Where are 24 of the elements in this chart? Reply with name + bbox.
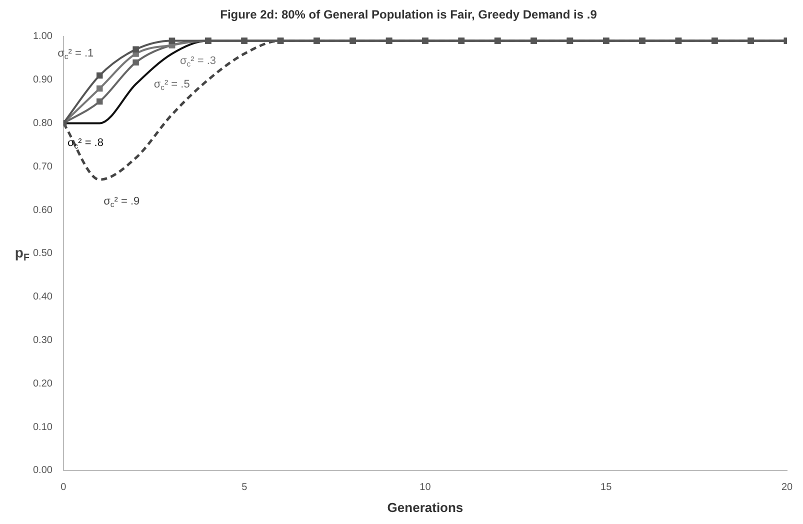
y-tick-label: 0.20 (32, 378, 53, 390)
y-tick-label: 0.60 (32, 204, 53, 216)
y-tick-label: 0.90 (32, 74, 53, 86)
x-tick-label: 10 (420, 482, 432, 494)
point (96, 98, 103, 105)
point (132, 46, 139, 53)
y-tick-label: 0.30 (32, 334, 53, 346)
y-tick-label: 0.70 (32, 161, 53, 172)
y-tick-label: 1.00 (32, 31, 53, 42)
point (96, 85, 103, 92)
chart-title: Figure 2d: 80% of General Population is Fair, Greedy Demand is .9 (220, 8, 598, 22)
x-tick-label: 5 (242, 482, 248, 494)
point (96, 72, 103, 79)
y-tick-label: 0.10 (32, 422, 53, 433)
y-tick-label: 0.80 (32, 118, 53, 129)
point (132, 59, 139, 66)
x-tick-label: 15 (600, 482, 612, 494)
x-axis-title: Generations (387, 500, 464, 515)
x-tick-label: 20 (781, 482, 793, 494)
y-tick-label: 0.40 (32, 292, 53, 303)
x-tick-label: 0 (60, 482, 67, 494)
point (168, 38, 176, 44)
y-tick-label: 0.00 (32, 465, 53, 476)
y-tick-label: 0.50 (32, 248, 53, 260)
